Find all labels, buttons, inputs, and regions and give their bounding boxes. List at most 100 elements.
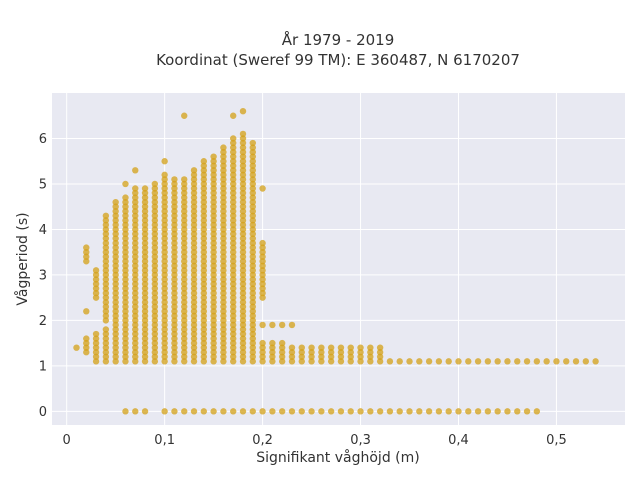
data-point: [230, 198, 237, 206]
data-point: [220, 289, 227, 297]
data-point: [220, 294, 227, 301]
data-point: [210, 299, 217, 306]
data-point: [132, 326, 139, 333]
data-point: [171, 194, 178, 201]
data-point: [220, 335, 227, 342]
data-point: [151, 358, 159, 365]
data-point: [132, 271, 139, 279]
data-point: [200, 226, 208, 233]
data-point: [230, 244, 237, 251]
data-point: [200, 299, 208, 306]
data-point: [161, 212, 168, 219]
data-point: [151, 317, 159, 324]
data-point: [210, 294, 217, 301]
data-point: [249, 185, 256, 192]
x-tick-label: 0,4: [448, 433, 469, 448]
data-point: [249, 344, 256, 351]
data-point: [220, 344, 227, 351]
data-point: [239, 244, 247, 251]
data-point: [141, 212, 149, 219]
data-point: [171, 326, 178, 333]
data-point: [200, 212, 208, 219]
data-point: [151, 276, 159, 283]
data-point: [141, 408, 149, 415]
data-point: [122, 226, 129, 233]
data-point: [200, 267, 208, 274]
data-point: [200, 194, 208, 201]
data-point: [112, 253, 119, 260]
data-point: [249, 248, 256, 256]
data-point: [122, 208, 129, 215]
data-point: [112, 289, 119, 297]
data-point: [425, 408, 433, 415]
data-point: [112, 239, 119, 247]
data-point: [92, 280, 100, 288]
data-point: [161, 294, 168, 301]
data-point: [132, 317, 139, 324]
data-point: [259, 244, 266, 251]
data-point: [181, 235, 188, 242]
data-point: [190, 344, 198, 351]
data-point: [181, 221, 188, 229]
data-point: [112, 262, 119, 270]
data-point: [92, 344, 100, 351]
data-point: [249, 303, 256, 310]
data-point: [200, 308, 208, 315]
data-point: [171, 299, 178, 306]
data-point: [190, 171, 198, 179]
data-point: [337, 349, 345, 356]
data-point: [141, 353, 149, 360]
data-point: [337, 344, 345, 351]
data-point: [220, 276, 227, 283]
data-point: [220, 189, 227, 197]
data-point: [171, 185, 178, 192]
data-point: [220, 162, 227, 169]
data-point: [102, 267, 110, 274]
data-point: [200, 167, 208, 174]
data-point: [249, 176, 256, 183]
data-point: [200, 180, 208, 188]
data-point: [504, 408, 511, 415]
data-point: [190, 335, 198, 342]
data-point: [122, 221, 129, 229]
data-point: [181, 349, 188, 356]
data-point: [200, 203, 208, 210]
data-point: [239, 326, 247, 333]
data-point: [102, 276, 110, 283]
data-point: [132, 344, 139, 351]
data-point: [220, 308, 227, 315]
data-point: [210, 358, 217, 365]
data-point: [141, 276, 149, 283]
data-point: [161, 349, 168, 356]
data-point: [210, 226, 217, 233]
data-point: [102, 226, 110, 233]
data-point: [190, 294, 198, 301]
data-point: [161, 208, 168, 215]
data-point: [151, 285, 159, 292]
data-point: [122, 217, 129, 224]
data-point: [112, 294, 119, 301]
data-point: [239, 330, 247, 338]
data-point: [161, 285, 168, 292]
data-point: [102, 358, 110, 365]
data-point: [230, 162, 237, 169]
data-point: [230, 139, 237, 147]
data-point: [161, 408, 168, 415]
data-point: [122, 312, 129, 320]
data-point: [92, 358, 100, 365]
data-point: [190, 180, 198, 188]
data-point: [220, 330, 227, 338]
data-point: [494, 408, 501, 415]
data-point: [171, 221, 178, 229]
data-point: [230, 203, 237, 210]
data-point: [239, 312, 247, 320]
data-point: [210, 271, 217, 279]
data-point: [239, 130, 247, 138]
data-point: [161, 258, 168, 265]
data-point: [406, 408, 413, 415]
data-point: [141, 244, 149, 251]
data-point: [249, 221, 256, 229]
data-point: [347, 353, 354, 360]
data-point: [357, 349, 364, 356]
